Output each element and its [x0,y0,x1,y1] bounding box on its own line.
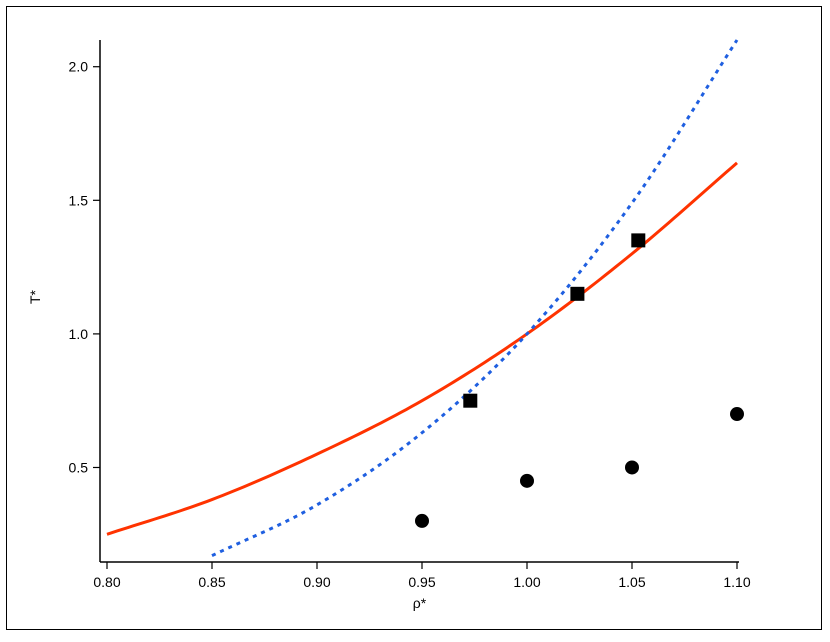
chart-frame [6,6,822,630]
dotted-curve [211,39,739,558]
y-tick-label: 1.5 [69,192,89,208]
x-tick-label: 0.90 [303,574,330,590]
x-tick-label: 0.85 [198,574,225,590]
x-tick-label: 0.95 [408,574,435,590]
x-tick-label: 1.05 [618,574,645,590]
y-axis-label: T* [27,289,43,304]
markers [415,233,744,528]
circle-marker [730,407,744,422]
axes: 0.80 0.85 0.90 0.95 1.00 1.05 1.10 0.5 1.0 1.5 2.0 [69,40,751,590]
square-marker [570,286,585,301]
curves [106,39,739,558]
solid-curve [106,161,738,536]
circle-marker [625,460,639,475]
x-tick-label: 0.80 [93,574,120,590]
x-tick-label: 1.10 [723,574,750,590]
square-marker [631,233,646,248]
x-axis-label: ρ* [413,595,427,611]
circle-marker [520,473,534,488]
y-tick-label: 1.0 [69,326,89,342]
y-tick-label: 2.0 [69,59,89,75]
y-tick-label: 0.5 [69,459,89,475]
x-tick-label: 1.00 [513,574,540,590]
circle-marker [415,513,429,528]
square-marker [463,393,478,408]
